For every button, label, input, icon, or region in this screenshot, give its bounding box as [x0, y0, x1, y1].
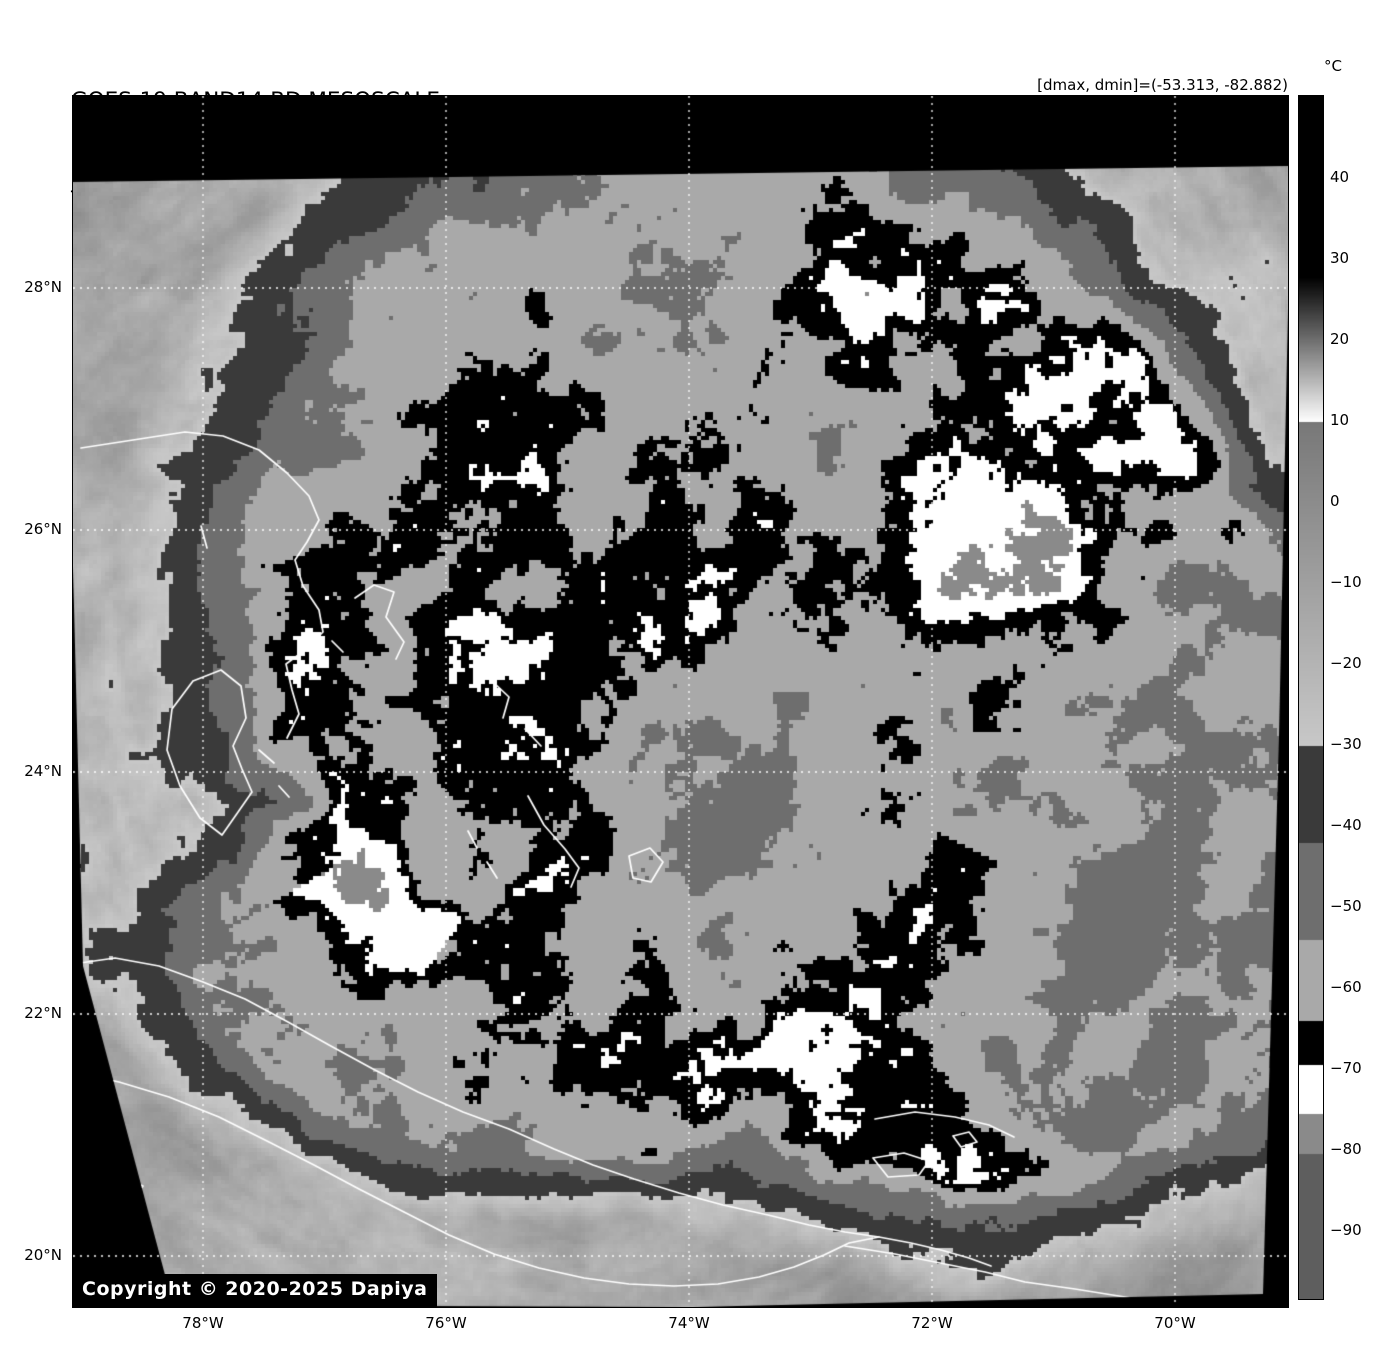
colorbar-unit-label: °C: [1324, 57, 1342, 75]
satellite-image-canvas: [73, 96, 1288, 1307]
dmax-dmin-readout: [dmax, dmin]=(-53.313, -82.882): [1037, 76, 1288, 94]
lat-label: 28°N: [24, 278, 62, 296]
colorbar-tick-label: 20: [1330, 330, 1350, 348]
colorbar-tick-label: −90: [1330, 1221, 1362, 1239]
lon-label: 74°W: [668, 1314, 710, 1332]
colorbar-tick-label: −70: [1330, 1059, 1362, 1077]
copyright-badge: Copyright © 2020-2025 Dapiya: [73, 1274, 438, 1307]
lon-label: 76°W: [425, 1314, 467, 1332]
colorbar: [1298, 95, 1324, 1300]
colorbar-tick-label: 30: [1330, 249, 1350, 267]
lon-label: 72°W: [911, 1314, 953, 1332]
lat-label: 20°N: [24, 1246, 62, 1264]
lon-label: 78°W: [182, 1314, 224, 1332]
lat-label: 22°N: [24, 1004, 62, 1022]
satellite-map-frame: Copyright © 2020-2025 Dapiya: [72, 95, 1289, 1308]
colorbar-tick-label: −30: [1330, 735, 1362, 753]
colorbar-tick-label: −50: [1330, 897, 1362, 915]
colorbar-tick-label: 40: [1330, 168, 1350, 186]
lat-label: 24°N: [24, 762, 62, 780]
colorbar-gradient-canvas: [1299, 96, 1323, 1299]
colorbar-tick-label: −10: [1330, 573, 1362, 591]
colorbar-tick-label: −40: [1330, 816, 1362, 834]
lat-label: 26°N: [24, 520, 62, 538]
colorbar-tick-label: −60: [1330, 978, 1362, 996]
colorbar-tick-label: −80: [1330, 1140, 1362, 1158]
colorbar-tick-label: −20: [1330, 654, 1362, 672]
colorbar-tick-label: 0: [1330, 492, 1340, 510]
lon-label: 70°W: [1154, 1314, 1196, 1332]
colorbar-tick-label: 10: [1330, 411, 1350, 429]
